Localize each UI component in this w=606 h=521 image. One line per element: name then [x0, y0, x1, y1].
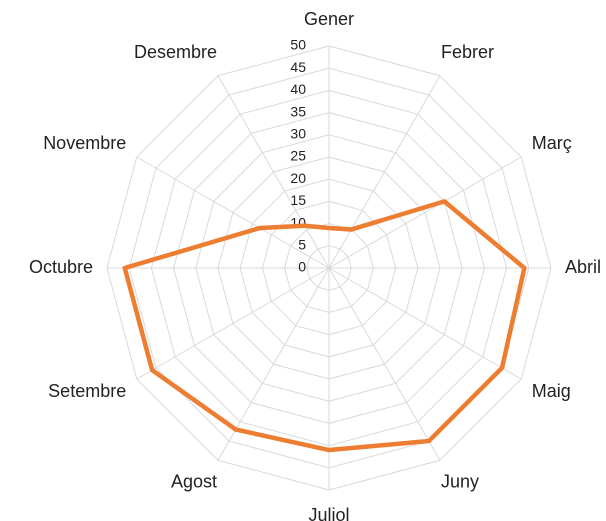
- spoke: [328, 156, 522, 269]
- category-label: Gener: [304, 9, 354, 29]
- category-label: Maig: [532, 381, 571, 401]
- category-label: Febrer: [441, 42, 494, 62]
- spoke: [217, 75, 330, 269]
- tick-label: 40: [290, 81, 306, 97]
- tick-label: 50: [290, 37, 306, 53]
- category-label: Abril: [565, 257, 601, 277]
- tick-label: 45: [290, 59, 306, 75]
- spoke: [328, 267, 522, 380]
- category-label: Novembre: [43, 133, 126, 153]
- tick-label: 25: [290, 148, 306, 164]
- category-label: Març: [532, 133, 572, 153]
- category-label: Octubre: [29, 257, 93, 277]
- spoke: [328, 75, 441, 269]
- spoke: [136, 267, 330, 380]
- series-line: [122, 199, 527, 453]
- tick-label: 15: [290, 192, 306, 208]
- tick-label: 30: [290, 126, 306, 142]
- category-label: Agost: [171, 472, 217, 492]
- tick-label: 0: [298, 259, 306, 275]
- category-label: Juny: [441, 472, 479, 492]
- category-label: Setembre: [48, 381, 126, 401]
- category-label: Juliol: [308, 505, 349, 521]
- tick-label: 20: [290, 170, 306, 186]
- spoke: [136, 156, 330, 269]
- tick-label: 35: [290, 103, 306, 119]
- category-label: Desembre: [134, 42, 217, 62]
- spoke: [328, 267, 441, 461]
- tick-label: 5: [298, 237, 306, 253]
